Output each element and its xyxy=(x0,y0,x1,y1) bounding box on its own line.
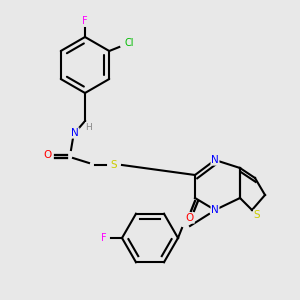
Text: F: F xyxy=(82,16,88,26)
Text: N: N xyxy=(211,205,219,215)
Text: S: S xyxy=(111,160,117,170)
Text: O: O xyxy=(44,150,52,160)
Text: N: N xyxy=(211,155,219,165)
Text: S: S xyxy=(254,210,260,220)
Text: F: F xyxy=(101,233,107,243)
Text: N: N xyxy=(71,128,79,138)
Text: Cl: Cl xyxy=(124,38,134,48)
Text: H: H xyxy=(85,122,92,131)
Text: O: O xyxy=(186,213,194,223)
